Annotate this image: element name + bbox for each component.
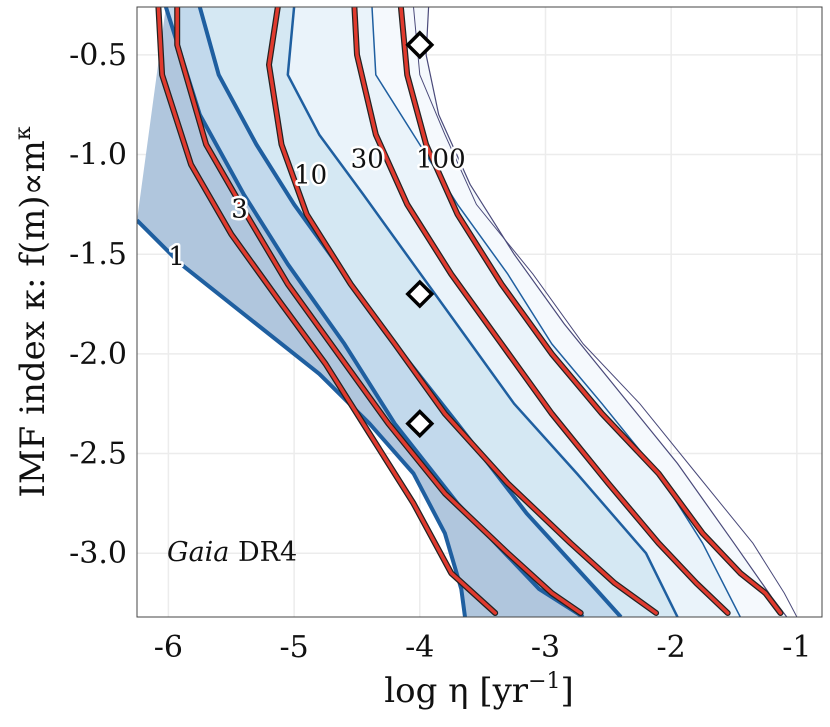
band-10: [199, 7, 678, 617]
contour-label-100: 100: [416, 145, 466, 175]
median-line-100: [399, 7, 783, 615]
band-30: [287, 7, 741, 617]
contour-label-3: 3: [231, 194, 248, 224]
median-line-3: [175, 7, 583, 615]
x-axis-label-close: ]: [561, 671, 574, 711]
x-tick-label: -6: [154, 630, 183, 665]
band-100-right-edge: [425, 7, 788, 617]
median-line-10: [267, 7, 658, 615]
median-line-30: [352, 7, 730, 615]
x-axis-label: log η [yr−1]: [384, 669, 574, 711]
x-tick-label: -3: [531, 630, 560, 665]
band-100: [372, 7, 787, 617]
band-3: [165, 7, 621, 617]
x-tick-label: -2: [657, 630, 686, 665]
x-axis-label-sup: −1: [528, 669, 560, 694]
annotation-rest: DR4: [229, 537, 297, 568]
contour-label-30: 30: [351, 145, 384, 175]
y-tick-label: -2.5: [69, 437, 127, 472]
median-line-1: [156, 7, 497, 615]
x-tick-label: -1: [782, 630, 811, 665]
y-tick-label: -1.5: [69, 237, 127, 272]
axis-ticks: -6 -5 -4 -3 -2 -1 -0.5 -1.0 -1.5 -2.0 -2.5 -3.0: [69, 38, 811, 665]
contour-areas: [137, 7, 787, 617]
contour-label-1: 1: [168, 242, 185, 272]
x-axis-label-main: log η [yr: [384, 671, 529, 711]
contour-labels: 1 3 10 30 100: [166, 142, 468, 275]
y-tick-label: -1.0: [69, 138, 127, 173]
y-axis-label-main: IMF index κ: f(m)∝m: [13, 140, 53, 497]
annotation-italic: Gaia: [167, 537, 229, 568]
diamond-marker-2: [405, 409, 435, 439]
y-axis-label: IMF index κ: f(m)∝mκ: [11, 126, 53, 497]
outer-outline: [413, 7, 798, 617]
y-tick-label: -2.0: [69, 337, 127, 372]
plot-frame: [136, 6, 823, 618]
dataset-annotation: Gaia DR4: [167, 537, 297, 568]
x-tick-label: -4: [405, 630, 434, 665]
contour-label-10: 10: [294, 160, 327, 190]
y-axis-label-sup: κ: [11, 126, 36, 140]
band-30-left-edge: [286, 7, 679, 617]
y-tick-label: -0.5: [69, 38, 127, 73]
contour-lines: [137, 7, 798, 617]
band-1-left-edge: [137, 218, 467, 617]
diamond-marker-1: [405, 279, 435, 309]
markers: [405, 30, 435, 439]
y-tick-label: -3.0: [69, 536, 127, 571]
diamond-marker-0: [405, 30, 435, 60]
x-tick-label: -5: [279, 630, 308, 665]
